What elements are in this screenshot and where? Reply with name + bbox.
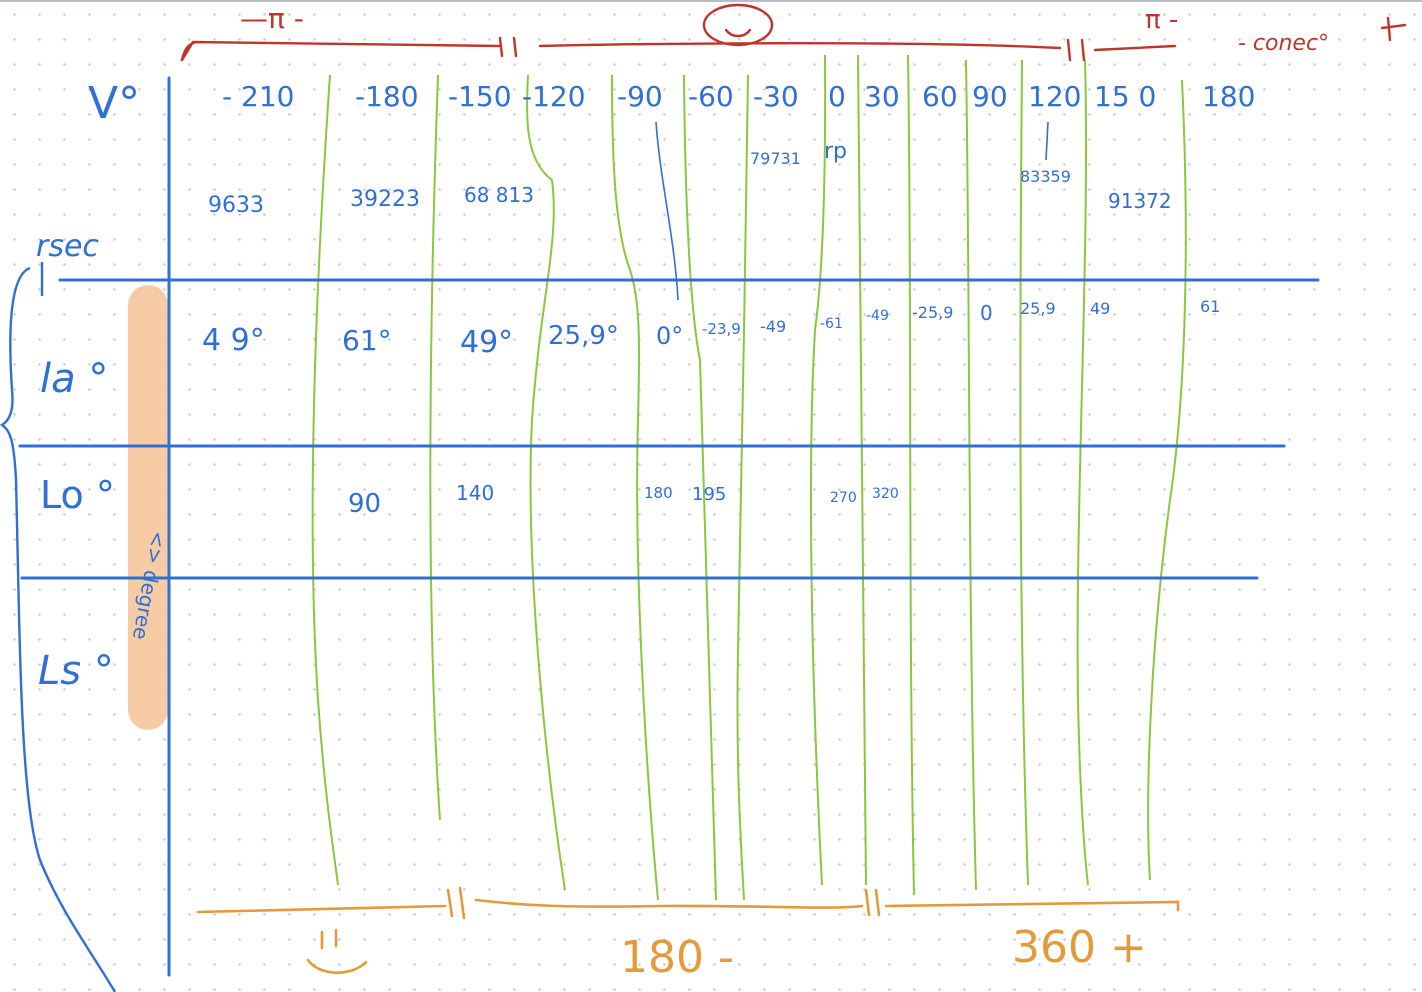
green-line-8 (857, 54, 867, 886)
label-pi-minus: π - (1145, 5, 1178, 35)
green-line-4 (611, 74, 659, 901)
v-value: 60 (922, 80, 958, 113)
rsec-value: 39223 (350, 187, 420, 212)
v-values-row: - 210 -180 -150 -120 -90 -60 -30 0 30 60… (222, 80, 1255, 113)
rsec-value: 91372 (1108, 189, 1172, 213)
green-line-6 (736, 74, 749, 901)
la-value: -49 (760, 317, 786, 336)
lo-value: 140 (456, 481, 494, 505)
red-top-bracket (180, 3, 1407, 62)
footer-label-180: 180 - (620, 932, 734, 983)
la-value: 0° (656, 322, 683, 350)
green-line-7 (809, 54, 827, 886)
v-value: 90 (972, 80, 1008, 113)
v-value: -120 (522, 80, 586, 113)
row-label-rsec: rsec (36, 229, 99, 264)
green-line-13 (1147, 79, 1187, 881)
v-value: 30 (864, 80, 900, 113)
green-line-9 (907, 54, 915, 896)
v-value: 120 (1028, 80, 1081, 113)
la-value: 25,9 (1020, 299, 1056, 318)
blue-connector-90 (655, 121, 679, 301)
green-line-10 (965, 59, 977, 891)
red-main-line (180, 36, 1177, 62)
smiley-mouth-top (724, 28, 752, 38)
v-value: -30 (753, 80, 799, 113)
blue-connector-120 (1045, 121, 1049, 161)
v-value: - 210 (222, 80, 294, 113)
footer-label-360: 360 + (1012, 922, 1147, 973)
rsec-value: 79731 (750, 149, 801, 168)
label-conec: - conec° (1238, 31, 1329, 56)
la-value: -25,9 (912, 303, 953, 322)
la-value: 61 (1200, 297, 1220, 316)
la-value: 25,9° (548, 321, 619, 351)
lo-value: 270 (830, 490, 857, 506)
green-line-1 (311, 74, 339, 886)
v-value: 0 (828, 80, 846, 113)
row-label-ls: Ls ° (38, 648, 114, 694)
blue-grid-lines (18, 76, 1320, 977)
left-brace (0, 262, 117, 992)
v-value: -180 (355, 80, 419, 113)
label-minus-pi: —π - (240, 2, 304, 35)
la-value: -49 (866, 308, 889, 324)
green-line-3 (526, 74, 566, 891)
rsec-value: 68 813 (464, 183, 534, 207)
lo-value: 90 (348, 489, 381, 519)
row-label-v: V° (88, 78, 140, 129)
la-value: -23,9 (702, 320, 741, 338)
green-line-12 (1076, 59, 1089, 886)
top-border (0, 0, 1422, 2)
v-value: 180 (1202, 80, 1255, 113)
lo-value: 180 (644, 484, 673, 502)
orange-main-line (196, 886, 1180, 920)
row-label-la: la ° (40, 356, 108, 402)
orange-smiley-mouth (306, 958, 368, 974)
red-end-mark (1380, 16, 1407, 42)
green-line-2 (429, 74, 441, 821)
rsec-value: rp (824, 139, 847, 164)
green-line-11 (1019, 59, 1029, 886)
highlight-bar (128, 285, 168, 730)
rsec-values-row: 9633 39223 68 813 79731 rp 83359 91372 (208, 139, 1172, 218)
green-line-5 (683, 74, 717, 901)
la-value: -61 (820, 316, 843, 332)
la-values-row: 4 9° 61° 49° 25,9° 0° -23,9 -49 -61 -49 … (202, 297, 1220, 360)
lo-value: 195 (692, 484, 726, 505)
la-value: 4 9° (202, 323, 265, 358)
orange-bottom-bracket (196, 886, 1180, 974)
v-value: 15 0 (1094, 80, 1156, 113)
rsec-value: 83359 (1020, 167, 1071, 186)
v-value: -150 (448, 80, 512, 113)
row-label-lo: Lo ° (40, 473, 115, 517)
lo-value: 320 (872, 486, 899, 502)
la-value: 61° (342, 324, 392, 357)
rsec-value: 9633 (208, 193, 264, 218)
orange-smiley-eyes (320, 928, 338, 950)
red-bracket-left (180, 40, 198, 62)
lo-values-row: 90 140 180 195 270 320 (348, 481, 899, 519)
la-value: 0 (980, 301, 993, 325)
v-value: -60 (688, 80, 734, 113)
green-column-lines (311, 54, 1187, 901)
smiley-face-top (702, 3, 774, 47)
v-value: -90 (617, 80, 663, 113)
la-value: 49 (1090, 299, 1110, 318)
la-value: 49° (460, 325, 513, 360)
